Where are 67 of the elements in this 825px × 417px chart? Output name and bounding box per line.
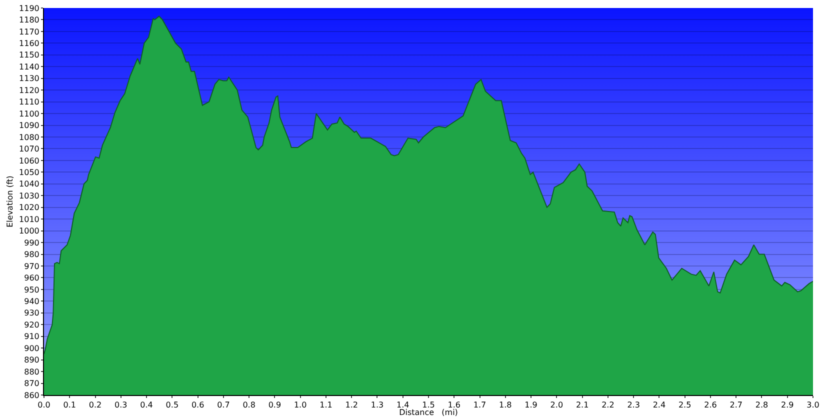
y-tick-label: 1040 bbox=[19, 180, 40, 189]
x-tick-label: 0.2 bbox=[88, 400, 102, 410]
x-tick-label: 0.3 bbox=[114, 400, 128, 410]
x-tick-label: 0.4 bbox=[140, 400, 153, 410]
y-axis-title: Elevation (ft) bbox=[6, 176, 15, 228]
x-tick-label: 0.9 bbox=[268, 400, 282, 410]
x-tick-label: 2.9 bbox=[781, 400, 794, 410]
y-tick-label: 1010 bbox=[19, 214, 40, 224]
y-tick-label: 1130 bbox=[19, 74, 40, 84]
y-tick-label: 1020 bbox=[19, 203, 40, 212]
y-tick-label: 1190 bbox=[19, 4, 40, 13]
y-tick-label: 1180 bbox=[19, 16, 40, 25]
y-tick-label: 1080 bbox=[19, 132, 40, 142]
x-tick-label: 0.5 bbox=[166, 400, 179, 410]
y-tick-label: 1090 bbox=[19, 121, 40, 130]
x-tick-label: 0.8 bbox=[242, 400, 256, 410]
x-tick-label: 2.0 bbox=[550, 400, 564, 410]
y-tick-label: 1110 bbox=[19, 98, 40, 107]
x-tick-label: 2.6 bbox=[704, 400, 717, 410]
y-tick-label: 950 bbox=[24, 285, 40, 294]
y-tick-label: 970 bbox=[24, 262, 40, 271]
x-tick-label: 2.7 bbox=[730, 400, 742, 410]
y-tick-label: 870 bbox=[24, 379, 40, 388]
x-tick-label: 1.5 bbox=[422, 400, 435, 410]
y-tick-label: 1170 bbox=[19, 27, 40, 36]
x-tick-label: 1.1 bbox=[320, 400, 332, 410]
x-tick-label: 1.7 bbox=[473, 400, 486, 410]
x-tick-label: 1.8 bbox=[499, 400, 512, 410]
y-tick-label: 890 bbox=[24, 356, 40, 365]
y-tick-label: 1030 bbox=[19, 191, 40, 200]
x-tick-label: 2.2 bbox=[602, 400, 614, 410]
x-tick-label: 3.0 bbox=[806, 400, 820, 410]
y-tick-label: 1150 bbox=[19, 50, 40, 60]
y-tick-label: 960 bbox=[24, 274, 40, 283]
y-tick-label: 1000 bbox=[19, 226, 40, 236]
y-tick-label: 1060 bbox=[19, 156, 40, 166]
y-tick-label: 900 bbox=[24, 344, 40, 353]
x-tick-label: 1.2 bbox=[345, 400, 358, 410]
x-tick-label: 2.8 bbox=[755, 400, 768, 410]
y-tick-label: 1120 bbox=[19, 86, 40, 95]
y-tick-label: 920 bbox=[24, 320, 40, 330]
x-tick-label: 2.4 bbox=[652, 400, 666, 410]
y-tick-label: 910 bbox=[24, 332, 40, 342]
y-tick-label: 1100 bbox=[19, 109, 40, 118]
y-tick-label: 860 bbox=[24, 390, 40, 400]
x-axis-title: Distance (mi) bbox=[399, 408, 458, 417]
y-tick-label: 990 bbox=[24, 238, 40, 248]
x-tick-label: 1.0 bbox=[294, 400, 307, 410]
x-tick-label: 1.9 bbox=[524, 400, 538, 410]
y-tick-label: 1160 bbox=[19, 38, 40, 48]
y-tick-label: 1070 bbox=[19, 144, 40, 154]
y-tick-label: 880 bbox=[24, 367, 40, 376]
y-tick-label: 1140 bbox=[19, 62, 40, 72]
x-tick-label: 0.7 bbox=[217, 400, 230, 410]
x-tick-label: 0.0 bbox=[38, 400, 50, 410]
x-tick-label: 1.4 bbox=[396, 400, 410, 410]
x-tick-label: 1.6 bbox=[448, 400, 460, 410]
y-tick-label: 1050 bbox=[19, 168, 40, 177]
y-tick-label: 980 bbox=[24, 250, 40, 260]
x-tick-label: 2.5 bbox=[678, 400, 692, 410]
y-tick-label: 940 bbox=[24, 296, 40, 306]
x-tick-label: 0.6 bbox=[191, 400, 204, 410]
y-tick-label: 930 bbox=[24, 308, 40, 318]
x-tick-label: 2.3 bbox=[627, 400, 640, 410]
x-tick-label: 1.3 bbox=[370, 400, 384, 410]
x-tick-label: 0.1 bbox=[63, 400, 76, 410]
x-tick-label: 2.1 bbox=[576, 400, 589, 410]
